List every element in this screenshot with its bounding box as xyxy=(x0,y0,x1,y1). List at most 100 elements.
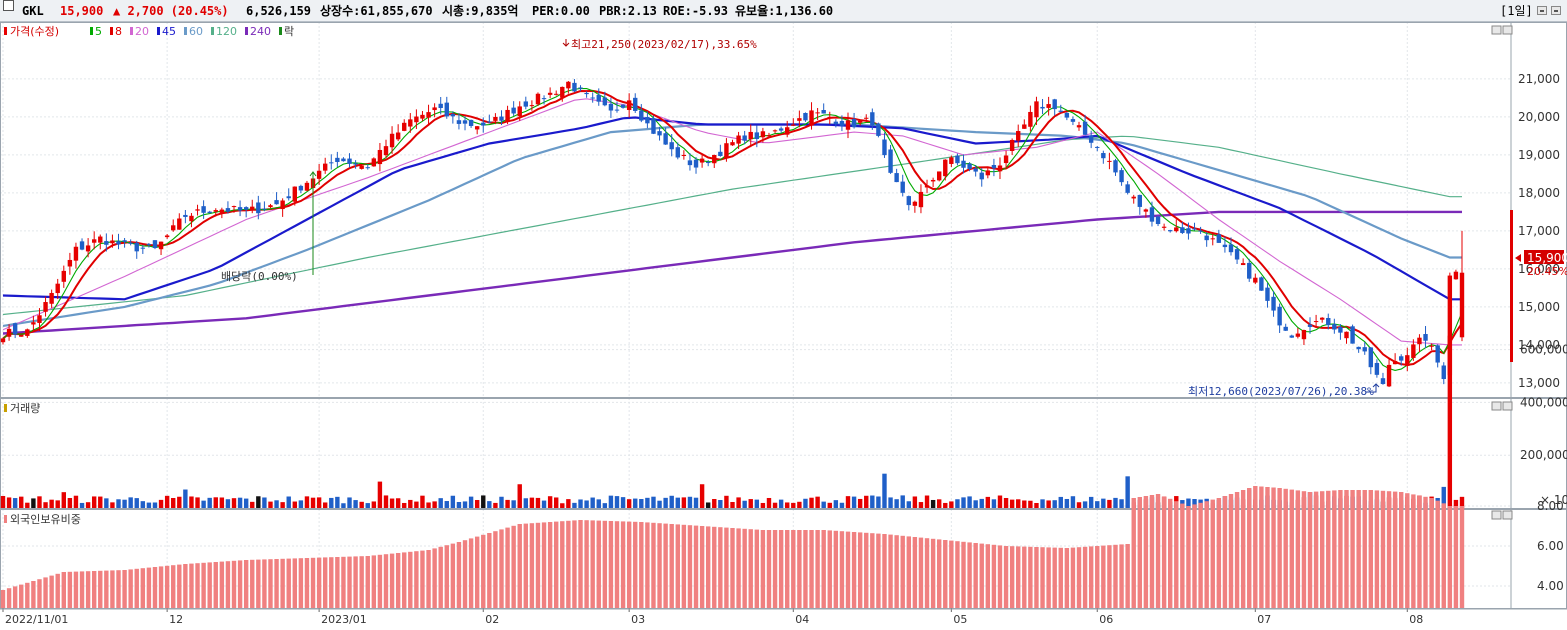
high-annotation-text: 최고21,250(2023/02/17),33.65% xyxy=(571,38,757,51)
candle-body xyxy=(73,246,79,261)
foreign-bar xyxy=(1374,490,1380,608)
candle-body xyxy=(760,131,766,138)
foreign-bar xyxy=(274,559,279,608)
candle-body xyxy=(1149,207,1155,222)
candle-body xyxy=(991,165,997,169)
window-restore-icon[interactable] xyxy=(1537,6,1547,15)
foreign-bar xyxy=(231,560,237,608)
volume-bar xyxy=(237,497,243,508)
candle-body xyxy=(444,102,449,117)
foreign-bar xyxy=(98,570,103,608)
candle-body xyxy=(341,158,346,162)
price-panel-min-icon[interactable] xyxy=(1491,25,1502,35)
volume-bar xyxy=(827,502,832,508)
candle-body xyxy=(1003,155,1009,164)
foreign-bar xyxy=(243,560,249,608)
volume-bar xyxy=(772,502,778,508)
foreign-bar xyxy=(1198,502,1203,608)
foreign-bar xyxy=(310,557,316,608)
candle-body xyxy=(420,114,425,119)
ma-legend-label: 20 xyxy=(135,25,149,38)
foreign-bar xyxy=(882,534,887,608)
panel-buttons[interactable] xyxy=(1491,25,1513,520)
volume-bar xyxy=(1052,500,1057,508)
foreign-panel-min-icon[interactable] xyxy=(1491,510,1502,520)
foreign-bar xyxy=(730,528,735,608)
foreign-bar xyxy=(1216,498,1222,608)
volume-bar xyxy=(0,495,6,508)
ex-legend-label: 락 xyxy=(284,25,294,38)
volume-unit-label: × 10 xyxy=(1540,493,1567,507)
candle-body xyxy=(256,202,261,214)
foreign-bar xyxy=(511,525,516,608)
volume-bar xyxy=(450,495,456,508)
stock-chart[interactable]: 13,000 14,000 15,000 16,000 17,000 18,000 19,0… xyxy=(0,22,1567,630)
foreign-bar xyxy=(341,556,346,608)
foreign-bar xyxy=(1070,547,1076,608)
foreign-bar xyxy=(37,579,42,608)
ma-legend-swatch xyxy=(157,27,160,35)
foreign-panel-close-icon[interactable] xyxy=(1502,510,1513,520)
volume-bar xyxy=(833,500,839,508)
foreign-bar xyxy=(55,573,60,608)
foreign-bar xyxy=(389,553,395,608)
candle-body xyxy=(979,172,984,180)
window-close-icon[interactable] xyxy=(1551,6,1561,15)
candle-body xyxy=(1101,153,1106,159)
foreign-bar xyxy=(541,522,547,608)
candle-body xyxy=(718,151,723,157)
foreign-legend-swatch xyxy=(4,515,7,523)
ma-legend-label: 240 xyxy=(250,25,271,38)
volume-bar xyxy=(1119,499,1124,508)
candle-body xyxy=(815,112,820,114)
volume-bar xyxy=(547,496,553,508)
x-tick-label: 03 xyxy=(631,613,645,626)
volume-bar xyxy=(535,497,541,508)
candle-body xyxy=(845,120,851,130)
foreign-bar xyxy=(1016,546,1021,608)
foreign-bar xyxy=(110,570,115,608)
volume-bar xyxy=(171,498,176,508)
candle-body xyxy=(1326,317,1331,326)
volume-bar xyxy=(894,499,899,508)
axes: 13,000 14,000 15,000 16,000 17,000 18,000 19,0… xyxy=(0,72,1567,626)
foreign-bar xyxy=(626,521,632,608)
foreign-bar xyxy=(687,525,693,608)
foreign-bar xyxy=(839,531,845,608)
candle-body xyxy=(967,163,972,169)
candle-body xyxy=(936,171,942,181)
period-selector[interactable]: [1일] xyxy=(1500,4,1533,18)
foreign-bar xyxy=(675,524,680,608)
foreign-bar xyxy=(158,566,164,608)
price-tick-label: 15,000 xyxy=(1518,300,1560,314)
volume-bar xyxy=(444,501,449,508)
foreign-bar xyxy=(1119,544,1124,608)
foreign-bar xyxy=(1022,546,1027,608)
foreign-bar xyxy=(49,575,54,608)
ma120-line xyxy=(2,135,1462,316)
select-checkbox[interactable] xyxy=(3,0,14,11)
foreign-bar xyxy=(256,559,261,608)
x-tick-label: 12 xyxy=(169,613,183,626)
volume-bar xyxy=(329,497,334,508)
volume-bar xyxy=(924,495,930,508)
volume-panel-close-icon[interactable] xyxy=(1502,401,1513,411)
x-tick-label: 05 xyxy=(953,613,967,626)
foreign-bar xyxy=(1271,487,1276,608)
volume-bar xyxy=(936,499,942,508)
foreign-bar xyxy=(347,556,352,608)
foreign-bar xyxy=(560,521,565,608)
price-panel-close-icon[interactable] xyxy=(1502,25,1513,35)
x-tick-label: 06 xyxy=(1099,613,1113,626)
volume-bar xyxy=(499,496,504,508)
candle-body xyxy=(626,100,632,110)
volume-panel-min-icon[interactable] xyxy=(1491,401,1502,411)
candle-body xyxy=(1180,227,1185,233)
candle-body xyxy=(1009,139,1015,151)
volume-bar xyxy=(359,501,364,508)
candle-body xyxy=(681,154,687,157)
stock-name[interactable]: GKL xyxy=(22,4,44,18)
volume-bar xyxy=(857,498,863,508)
foreign-bar xyxy=(414,551,419,608)
foreign-bar xyxy=(1234,492,1240,608)
